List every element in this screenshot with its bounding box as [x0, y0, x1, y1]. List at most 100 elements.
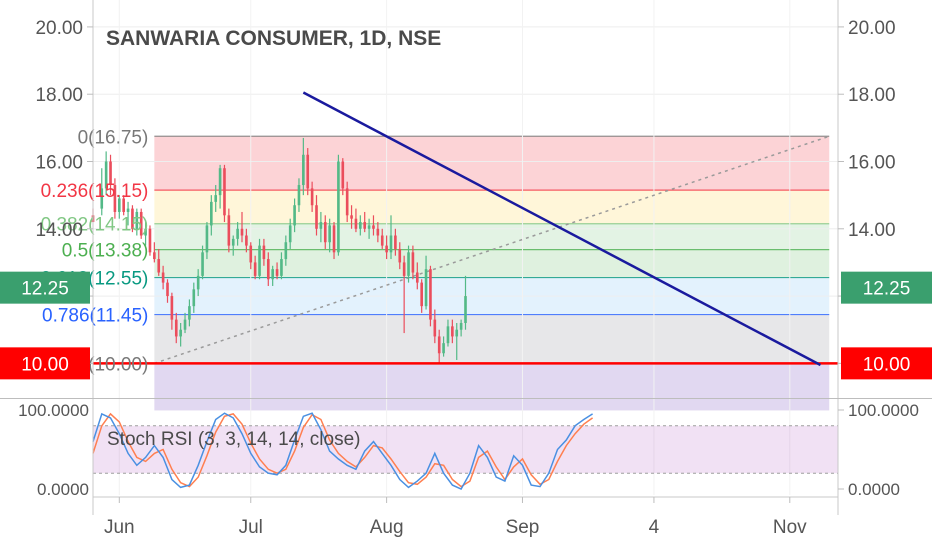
- price-badge-left: [0, 271, 90, 304]
- candle-body-up: [117, 198, 121, 212]
- candle-body-up: [459, 322, 463, 330]
- candle-body-down: [451, 326, 454, 337]
- candle-body-up: [337, 161, 340, 253]
- fib-label-0: 0(16.75): [78, 127, 149, 148]
- right-tick-label: 14.00: [848, 220, 896, 241]
- candle-body-down: [266, 259, 270, 280]
- candlestick-series: [91, 137, 467, 364]
- candle-body-down: [174, 319, 178, 337]
- candle-body-down: [363, 222, 367, 229]
- candle-body-up: [359, 222, 362, 229]
- osc-left-tick-label: 0.0000: [37, 480, 89, 499]
- candle-body-down: [262, 245, 266, 260]
- candle-body-down: [109, 161, 112, 186]
- candle-body-down: [345, 188, 349, 216]
- x-tick-label: Sep: [506, 517, 540, 538]
- candle-body-up: [297, 185, 301, 206]
- candle-body-up: [104, 161, 108, 189]
- x-tick-label: Jul: [239, 517, 263, 538]
- x-tick-label: Aug: [370, 517, 404, 538]
- candle-body-down: [376, 228, 380, 236]
- stoch-rsi-title: Stoch RSI (3, 3, 14, 14, close): [107, 429, 360, 450]
- candle-body-up: [218, 168, 222, 196]
- fib-label-1: 1(10.00): [78, 354, 149, 375]
- x-tick-label: Jun: [104, 517, 135, 538]
- candle-body-up: [328, 225, 331, 243]
- candle-body-up: [446, 326, 450, 344]
- left-tick-label: 20.00: [35, 18, 83, 39]
- chart-title: SANWARIA CONSUMER, 1D, NSE: [106, 27, 441, 50]
- candle-body-down: [306, 154, 310, 189]
- candle-body-up: [201, 252, 204, 276]
- axes: 10.0010.0012.0012.0014.0014.0016.0016.00…: [0, 0, 932, 538]
- candle-body-up: [188, 306, 191, 320]
- drawn-lines[interactable]: [93, 91, 838, 367]
- candle-body-down: [437, 336, 441, 354]
- osc-left-tick-label: 100.0000: [18, 401, 89, 420]
- candle-body-up: [271, 269, 274, 280]
- osc-right-tick-label: 0.0000: [848, 480, 900, 499]
- candle-body-down: [402, 262, 406, 276]
- candle-body-down: [385, 245, 388, 253]
- candle-body-down: [245, 235, 248, 246]
- price-badge-right: [841, 271, 932, 304]
- candle-body-down: [166, 282, 169, 297]
- candle-body-down: [148, 228, 152, 253]
- fib-label-0.5: 0.5(13.38): [62, 241, 149, 262]
- candle-body-down: [380, 235, 384, 246]
- right-tick-label: 16.00: [848, 152, 896, 173]
- candle-body-down: [354, 218, 358, 229]
- candle-body-up: [464, 296, 467, 323]
- candle-body-up: [144, 228, 147, 236]
- candle-body-up: [258, 245, 261, 276]
- candle-body-up: [126, 208, 130, 212]
- candle-body-up: [293, 205, 296, 226]
- candle-body-up: [192, 289, 196, 307]
- candle-body-up: [319, 222, 323, 229]
- candle-body-down: [275, 269, 279, 276]
- left-tick-label: 14.00: [35, 220, 83, 241]
- x-tick-label: Nov: [773, 517, 807, 538]
- candle-body-up: [196, 275, 200, 290]
- x-tick-label: 4: [649, 517, 660, 538]
- candle-body-down: [372, 225, 375, 229]
- candle-body-down: [429, 269, 432, 320]
- candle-body-up: [424, 269, 428, 307]
- candle-body-up: [214, 195, 218, 202]
- candle-body-down: [253, 262, 257, 276]
- fib-band-0.786: [154, 314, 830, 364]
- candle-body-up: [205, 225, 209, 253]
- price-badge-left: [0, 347, 90, 380]
- downtrend-line: [302, 91, 822, 367]
- left-tick-label: 18.00: [35, 85, 83, 106]
- candle-body-down: [113, 185, 117, 212]
- right-tick-label: 20.00: [848, 18, 896, 39]
- candle-body-down: [315, 205, 318, 229]
- candle-body-up: [280, 259, 283, 276]
- candle-body-up: [210, 201, 213, 226]
- candle-body-down: [122, 198, 125, 212]
- candle-body-down: [249, 245, 253, 263]
- fib-label-0.236: 0.236(15.15): [41, 181, 149, 202]
- candle-body-down: [223, 168, 226, 216]
- candle-body-up: [100, 188, 104, 209]
- fib-band-0: [154, 136, 830, 191]
- fib-band-0.236: [154, 190, 830, 224]
- right-tick-label: 18.00: [848, 85, 896, 106]
- candle-body-up: [284, 242, 288, 260]
- fib-band-1: [154, 363, 830, 411]
- candle-body-up: [442, 343, 445, 354]
- candle-body-up: [455, 329, 459, 337]
- candle-body-down: [157, 259, 161, 273]
- candle-body-up: [302, 154, 305, 186]
- candle-body-down: [433, 319, 437, 337]
- candle-body-up: [236, 228, 239, 239]
- left-tick-label: 16.00: [35, 152, 83, 173]
- stoch-band: [93, 425, 838, 474]
- candle-body-down: [332, 225, 336, 253]
- candle-body-down: [415, 272, 419, 283]
- candle-body-down: [131, 208, 134, 229]
- fib-band-0.5: [154, 249, 830, 278]
- candle-body-up: [389, 235, 393, 253]
